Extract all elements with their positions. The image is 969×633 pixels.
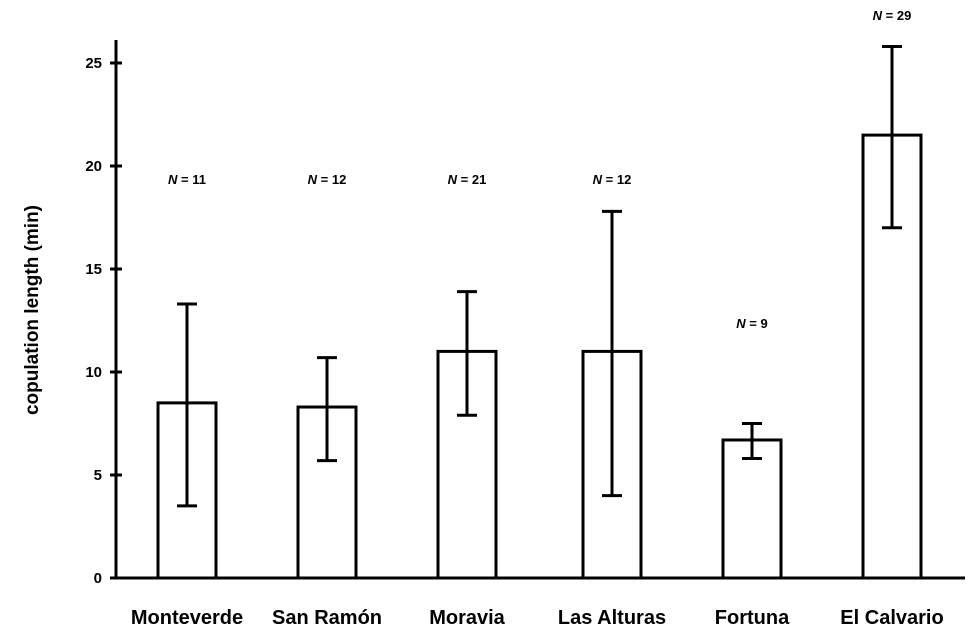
error-bar bbox=[742, 422, 762, 461]
category-label: Las Alturas bbox=[558, 607, 666, 629]
y-axis-label: copulation length (min) bbox=[22, 205, 43, 415]
sample-size-label: N = 12 bbox=[308, 172, 347, 187]
category-label: Moravia bbox=[429, 607, 505, 629]
error-bar bbox=[882, 45, 902, 230]
error-bar bbox=[317, 356, 337, 463]
axes bbox=[114, 40, 965, 580]
y-tick-label: 0 bbox=[94, 570, 102, 587]
y-tick-label: 25 bbox=[85, 55, 102, 72]
category-label: San Ramón bbox=[272, 607, 382, 629]
error-bar bbox=[602, 209, 622, 498]
bars bbox=[156, 133, 923, 580]
error-bar bbox=[177, 302, 197, 508]
error-bar bbox=[457, 290, 477, 417]
y-tick-label: 15 bbox=[85, 261, 102, 278]
bar-fortuna bbox=[721, 438, 783, 580]
sample-size-label: N = 11 bbox=[168, 172, 206, 187]
y-tick-label: 20 bbox=[85, 158, 102, 175]
sample-size-label: N = 21 bbox=[448, 172, 487, 187]
category-label: Fortuna bbox=[715, 607, 790, 629]
sample-size-label: N = 9 bbox=[736, 316, 767, 331]
category-labels: Monteverde San Ramón Moravia Las Alturas For… bbox=[131, 607, 944, 629]
y-tick-label: 10 bbox=[85, 364, 102, 381]
error-bars bbox=[177, 45, 902, 508]
y-tick-label: 5 bbox=[94, 467, 102, 484]
sample-size-label: N = 12 bbox=[593, 172, 632, 187]
category-label: Monteverde bbox=[131, 607, 243, 629]
sample-size-labels: N = 11 N = 12 N = 21 N = 12 N = 9 N = 29 bbox=[168, 8, 911, 331]
sample-size-label: N = 29 bbox=[873, 8, 912, 23]
category-label: El Calvario bbox=[840, 607, 943, 629]
y-axis-ticks: 0 5 10 15 20 25 bbox=[85, 55, 122, 587]
